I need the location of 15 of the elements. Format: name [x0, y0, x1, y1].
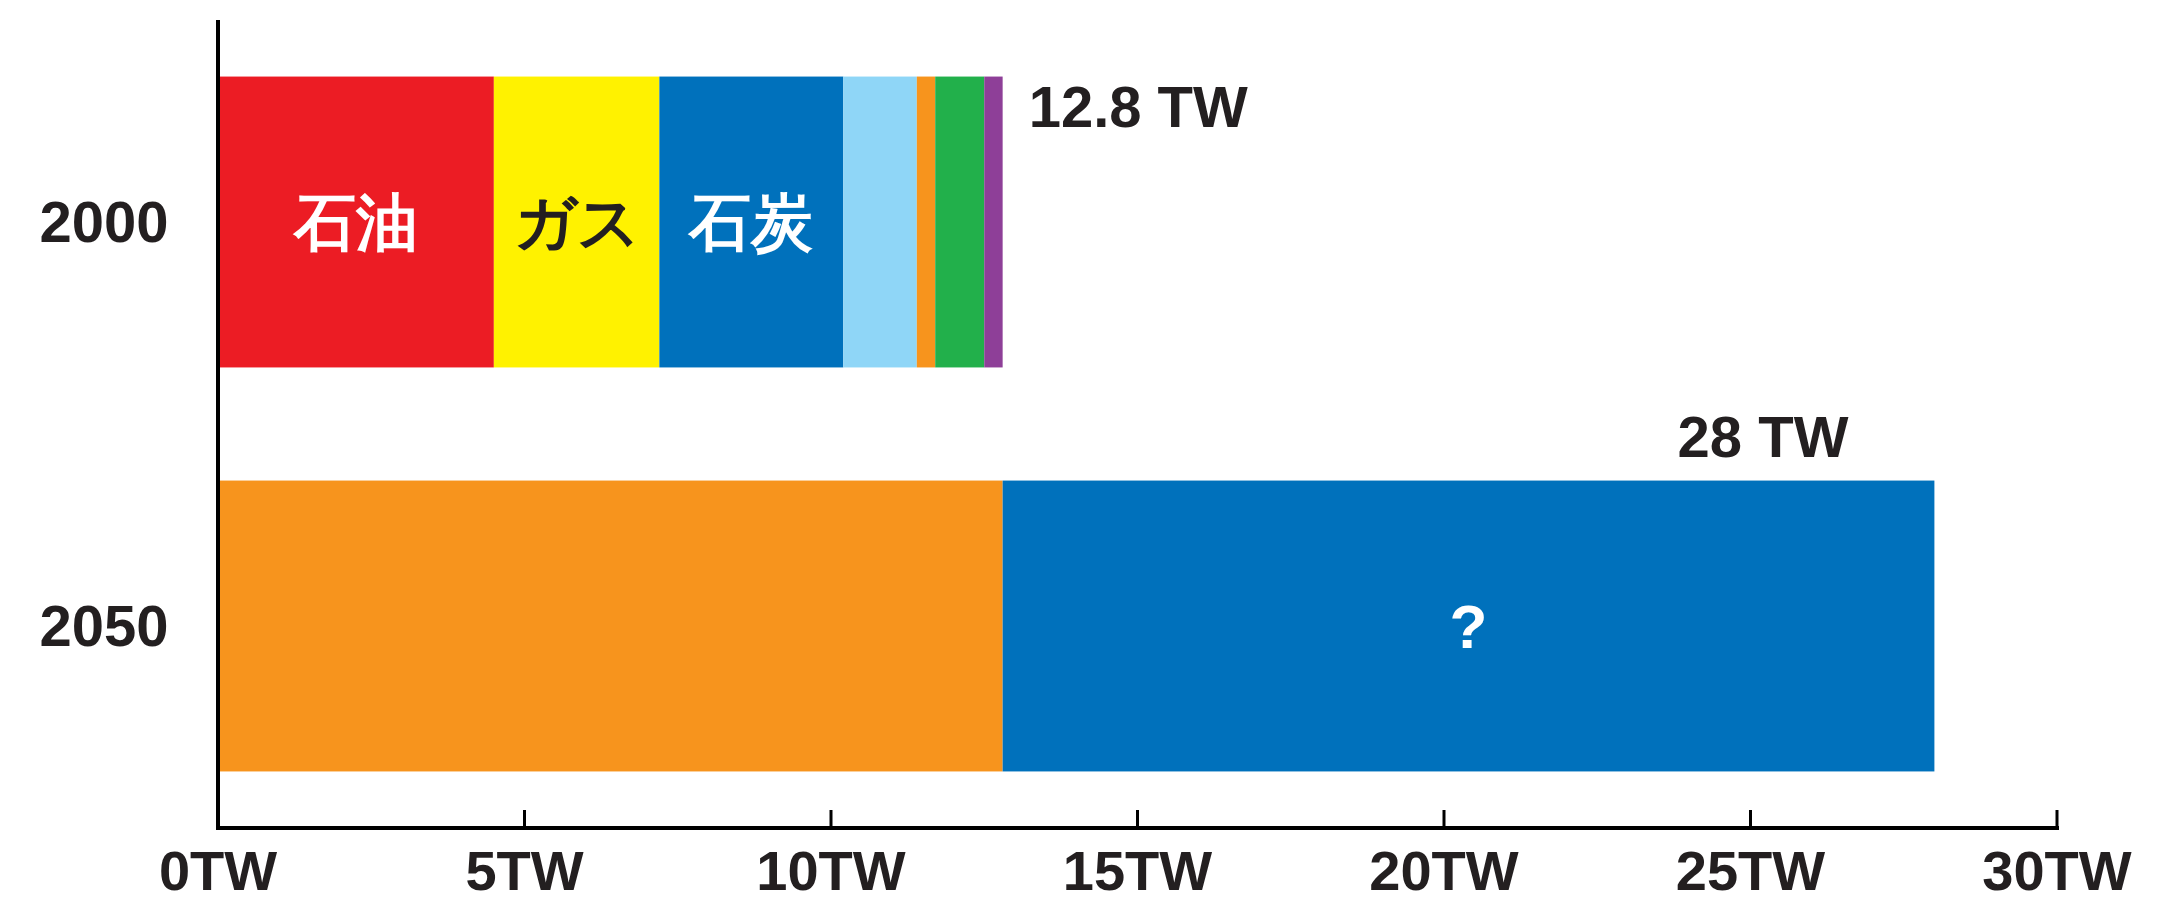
- y-tick-label: 2050: [39, 593, 169, 658]
- x-tick-label: 0TW: [158, 839, 278, 902]
- x-tick-label: 5TW: [465, 839, 584, 902]
- series-label: 石油: [291, 188, 418, 257]
- y-tick-label: 2000: [39, 189, 169, 254]
- series-label: ガス: [513, 188, 640, 257]
- total-label: 28 TW: [1677, 403, 1849, 469]
- x-tick-label: 25TW: [1675, 839, 1826, 902]
- x-tick-label: 15TW: [1062, 839, 1213, 902]
- total-label: 12.8 TW: [1028, 73, 1249, 139]
- x-tick-label: 10TW: [756, 839, 906, 902]
- x-tick-label: 20TW: [1369, 839, 1519, 902]
- series-label: 石炭: [687, 188, 814, 257]
- series-label: ?: [1449, 592, 1488, 661]
- x-tick-label: 30TW: [1982, 839, 2132, 902]
